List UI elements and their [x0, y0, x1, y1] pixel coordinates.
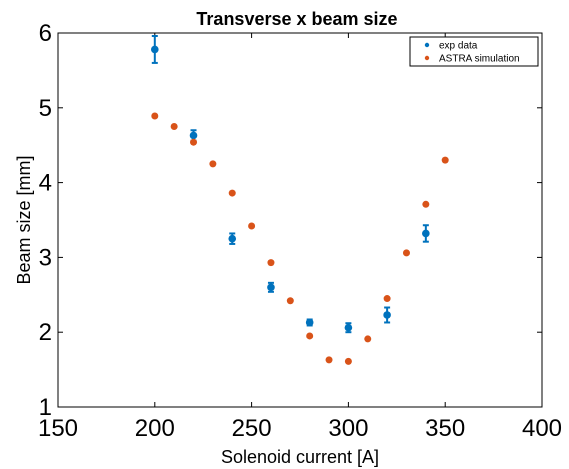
plot-frame: [57, 32, 543, 408]
axis-ticks: [57, 32, 543, 408]
y-tick-label: 5: [39, 95, 52, 122]
legend: exp data ASTRA simulation: [409, 36, 539, 67]
data-point: [422, 229, 430, 238]
series-astra-simulation: [151, 112, 449, 365]
y-axis-label: Beam size [mm]: [14, 155, 34, 284]
x-tick-label: 200: [135, 415, 175, 442]
y-tick-label: 1: [39, 394, 52, 421]
y-tick-label: 4: [39, 170, 52, 197]
legend-box: [409, 36, 539, 67]
series-layer: [151, 34, 449, 365]
legend-entries: exp data ASTRA simulation: [424, 41, 520, 65]
series-exp-data: [151, 34, 430, 334]
data-point: [383, 295, 391, 303]
data-point: [364, 335, 372, 343]
data-point: [383, 311, 391, 319]
x-tick-label: 250: [232, 415, 272, 442]
data-point: [305, 318, 314, 327]
data-point: [151, 112, 159, 120]
data-point: [286, 297, 294, 305]
data-point: [306, 332, 314, 340]
data-point: [189, 131, 198, 140]
y-tick-labels: 1 2 3 4 5 6: [39, 20, 52, 421]
data-point: [344, 357, 352, 365]
legend-marker: [424, 42, 430, 48]
data-point: [402, 249, 410, 257]
x-tick-labels: 150 200 250 300 350 400: [38, 415, 562, 442]
plot-area: 150 200 250 300 350 400 1 2 3 4 5 6: [38, 20, 562, 442]
data-point: [228, 189, 236, 197]
data-point: [248, 222, 256, 230]
y-tick-label: 2: [39, 319, 52, 346]
data-point: [422, 200, 430, 208]
y-tick-label: 6: [39, 20, 52, 47]
x-axis-label: Solenoid current [A]: [221, 447, 379, 467]
data-point: [267, 259, 275, 267]
x-tick-label: 350: [425, 415, 465, 442]
data-point: [267, 283, 275, 292]
x-tick-label: 150: [38, 415, 78, 442]
data-point: [325, 356, 333, 364]
legend-label: ASTRA simulation: [439, 54, 520, 65]
legend-marker: [424, 55, 430, 61]
data-point: [151, 45, 159, 54]
y-tick-label: 3: [39, 244, 52, 271]
data-point: [190, 138, 198, 146]
x-tick-label: 300: [328, 415, 368, 442]
x-tick-label: 400: [522, 415, 562, 442]
data-point: [344, 323, 353, 332]
data-point: [441, 156, 449, 164]
legend-label: exp data: [439, 41, 478, 52]
chart-title: Transverse x beam size: [196, 9, 397, 29]
data-point: [170, 123, 178, 130]
data-point: [209, 160, 217, 168]
data-point: [228, 234, 237, 243]
